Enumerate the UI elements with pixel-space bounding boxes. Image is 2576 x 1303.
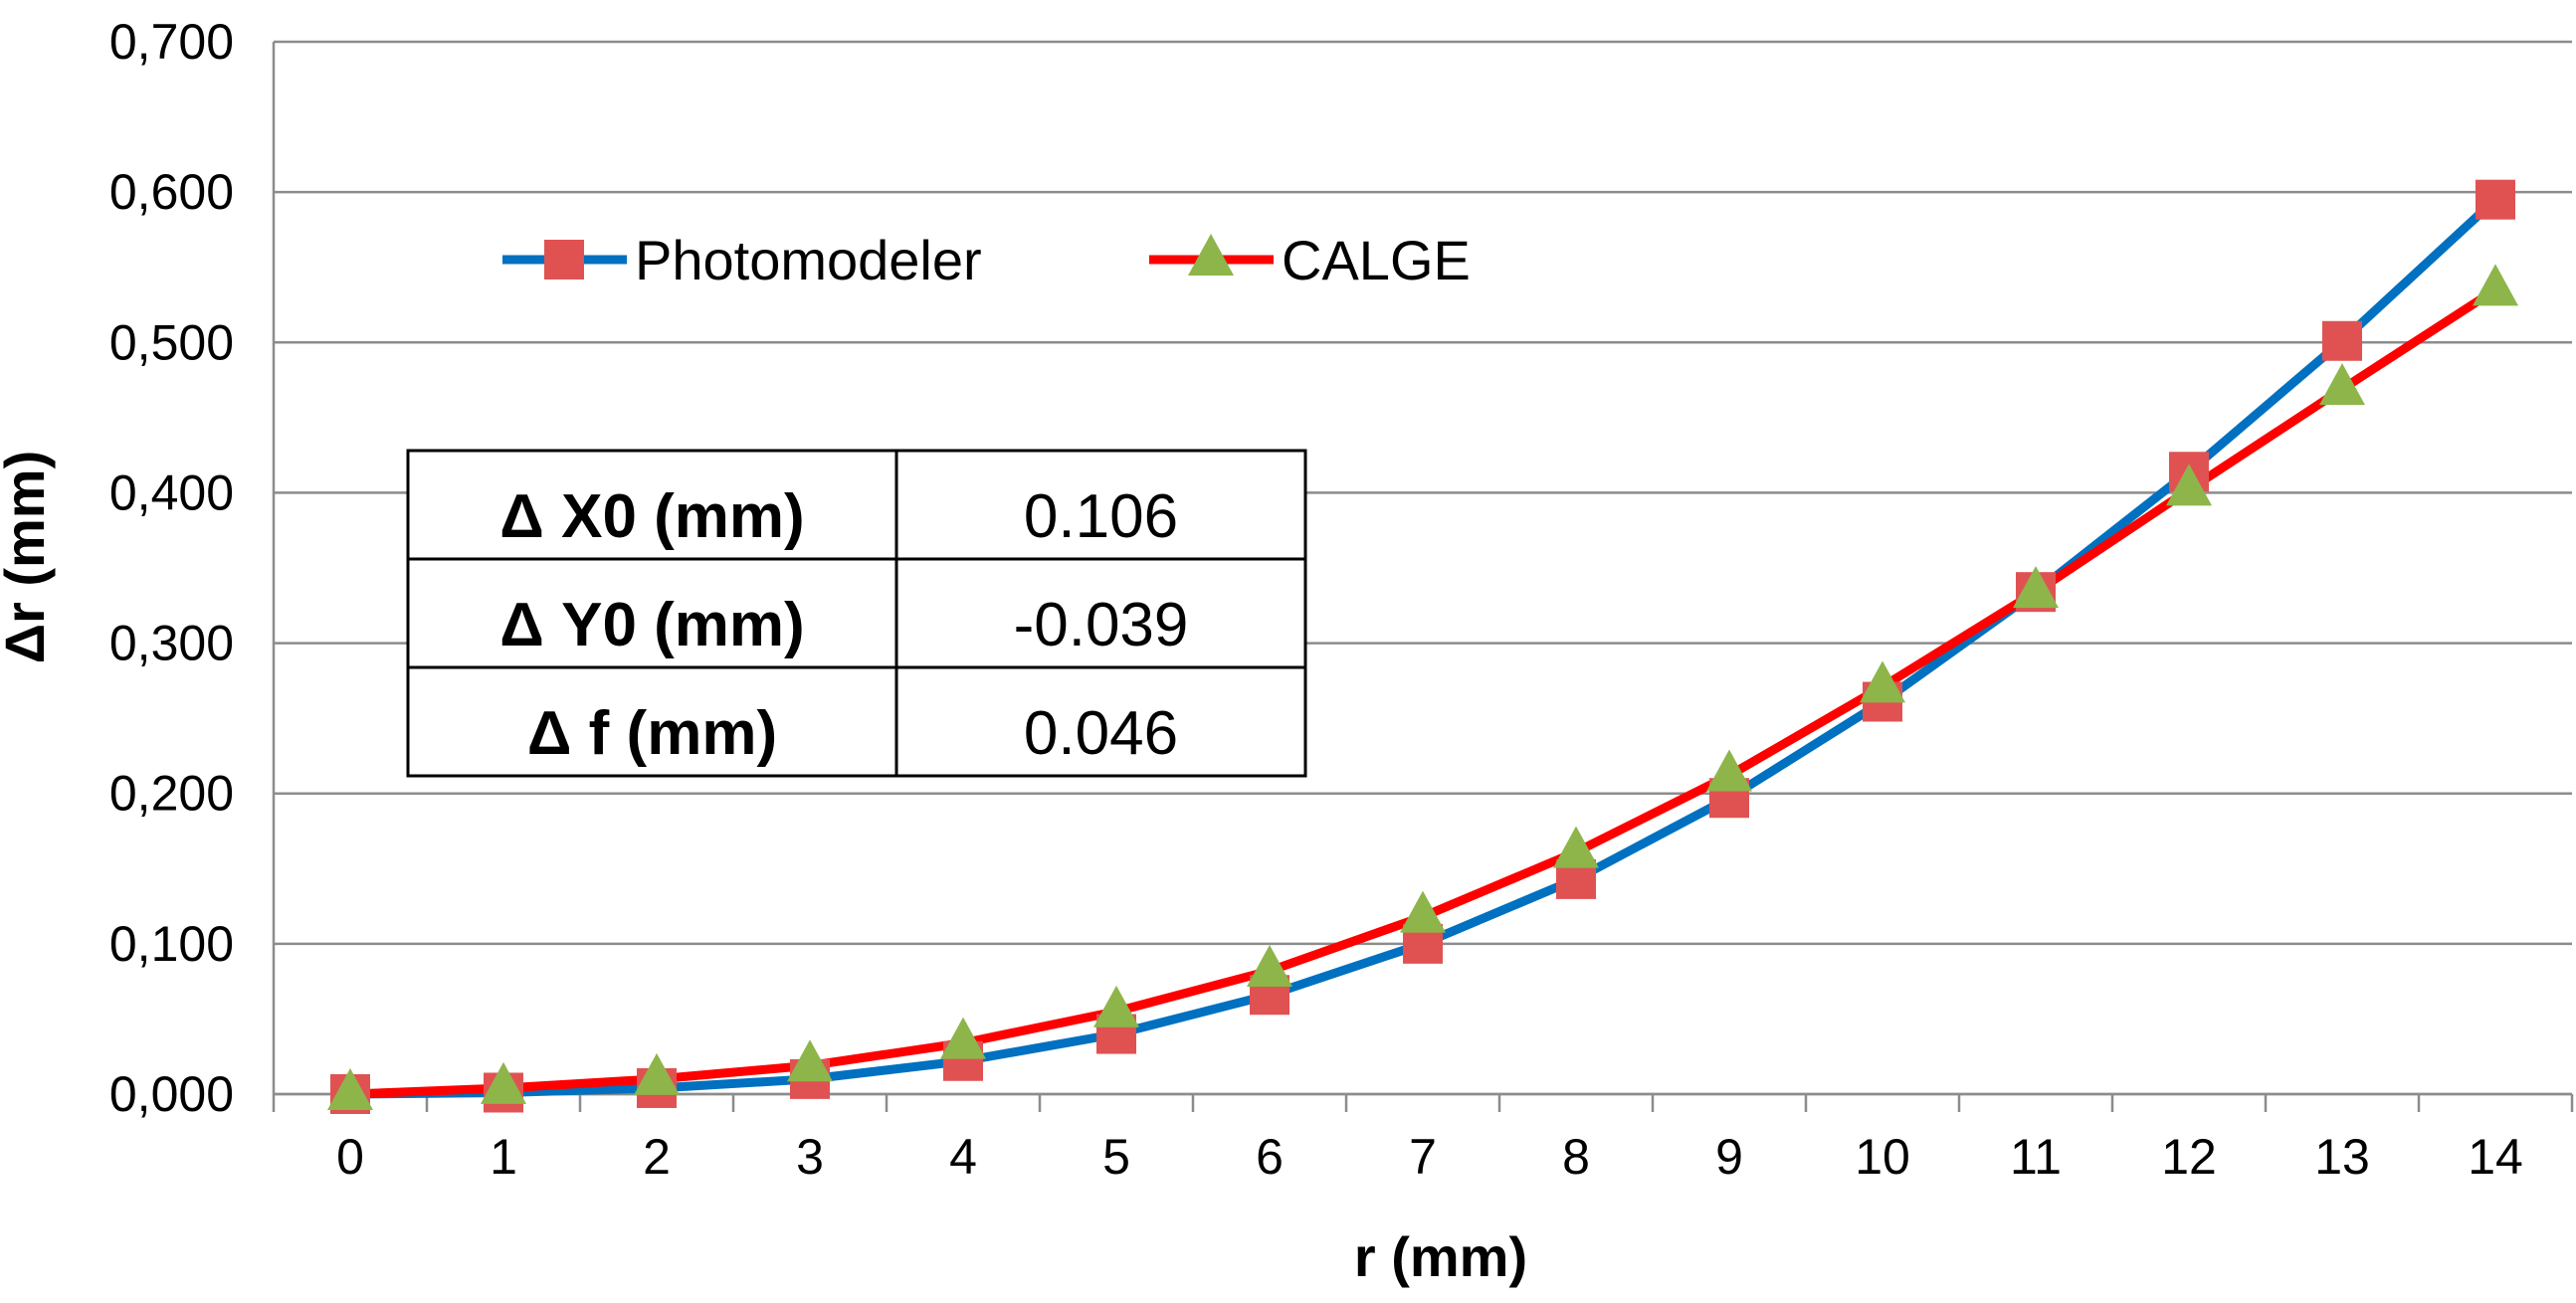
x-tick-label: 9 bbox=[1715, 1129, 1743, 1185]
legend-swatch-marker bbox=[1188, 233, 1234, 276]
data-point bbox=[787, 1039, 833, 1082]
x-tick-label: 11 bbox=[2010, 1129, 2062, 1185]
legend-swatch-marker bbox=[544, 240, 584, 279]
legend: Photomodeler CALGE bbox=[502, 229, 1471, 291]
y-tick-label: 0,400 bbox=[109, 465, 234, 520]
data-point bbox=[2322, 320, 2362, 361]
y-tick-label: 0,700 bbox=[109, 14, 234, 70]
table-row-value: 0.106 bbox=[1024, 482, 1178, 551]
data-point bbox=[481, 1061, 526, 1104]
data-point bbox=[1860, 660, 1905, 703]
x-tick-label: 4 bbox=[949, 1129, 977, 1185]
data-point bbox=[1553, 826, 1599, 868]
x-tick-label: 13 bbox=[2314, 1129, 2370, 1185]
x-tick-label: 7 bbox=[1409, 1129, 1437, 1185]
x-tick-label: 0 bbox=[336, 1129, 364, 1185]
data-point bbox=[1093, 985, 1139, 1027]
y-tick-label: 0,600 bbox=[109, 164, 234, 220]
x-tick-label: 6 bbox=[1256, 1129, 1284, 1185]
legend-label: Photomodeler bbox=[635, 229, 982, 291]
data-point bbox=[2476, 179, 2515, 220]
x-axis-title: r (mm) bbox=[1354, 1225, 1527, 1288]
x-tick-label: 10 bbox=[1855, 1129, 1910, 1185]
data-point bbox=[1247, 945, 1292, 988]
x-tick-label: 5 bbox=[1102, 1129, 1130, 1185]
y-tick-label: 0,300 bbox=[109, 616, 234, 671]
legend-label: CALGE bbox=[1282, 229, 1471, 291]
x-tick-label: 8 bbox=[1562, 1129, 1590, 1185]
data-point bbox=[2319, 363, 2365, 406]
table-row-value: -0.039 bbox=[1014, 591, 1189, 659]
y-tick-label: 0,200 bbox=[109, 766, 234, 822]
data-point bbox=[2473, 264, 2518, 306]
table-row-label: Δ f (mm) bbox=[527, 699, 777, 768]
data-point bbox=[327, 1067, 373, 1110]
y-axis-ticks: 0,000 0,100 0,200 0,300 0,400 0,500 0,600 0,700 bbox=[109, 14, 234, 1122]
data-point bbox=[2166, 464, 2212, 506]
table-row-label: Δ X0 (mm) bbox=[499, 482, 804, 551]
x-tick-label: 14 bbox=[2468, 1129, 2523, 1185]
data-point bbox=[1400, 890, 1446, 933]
data-point bbox=[1706, 749, 1752, 792]
table-border bbox=[406, 449, 1307, 778]
data-point bbox=[940, 1017, 986, 1059]
legend-item-calge: CALGE bbox=[1149, 229, 1471, 291]
table-row-value: 0.046 bbox=[1024, 699, 1178, 768]
y-axis-title: Δr (mm) bbox=[0, 451, 56, 663]
x-tick-label: 1 bbox=[490, 1129, 517, 1185]
parameter-table: Δ X0 (mm) 0.106 Δ Y0 (mm) -0.039 Δ f (mm) 0.0… bbox=[406, 449, 1307, 778]
y-tick-label: 0,100 bbox=[109, 916, 234, 972]
y-tick-label: 0,000 bbox=[109, 1066, 234, 1122]
x-tick-label: 2 bbox=[643, 1129, 671, 1185]
data-point bbox=[2013, 566, 2059, 609]
y-tick-label: 0,500 bbox=[109, 314, 234, 370]
table-row-label: Δ Y0 (mm) bbox=[499, 591, 804, 659]
series-group bbox=[327, 179, 2518, 1114]
x-axis-ticks: 0 1 2 3 4 5 6 7 8 9 10 11 12 13 14 bbox=[272, 1094, 2574, 1185]
data-point bbox=[634, 1052, 680, 1095]
x-tick-label: 3 bbox=[796, 1129, 824, 1185]
x-tick-label: 12 bbox=[2161, 1129, 2217, 1185]
legend-item-photomodeler: Photomodeler bbox=[502, 229, 982, 291]
markers-calge bbox=[327, 264, 2518, 1110]
